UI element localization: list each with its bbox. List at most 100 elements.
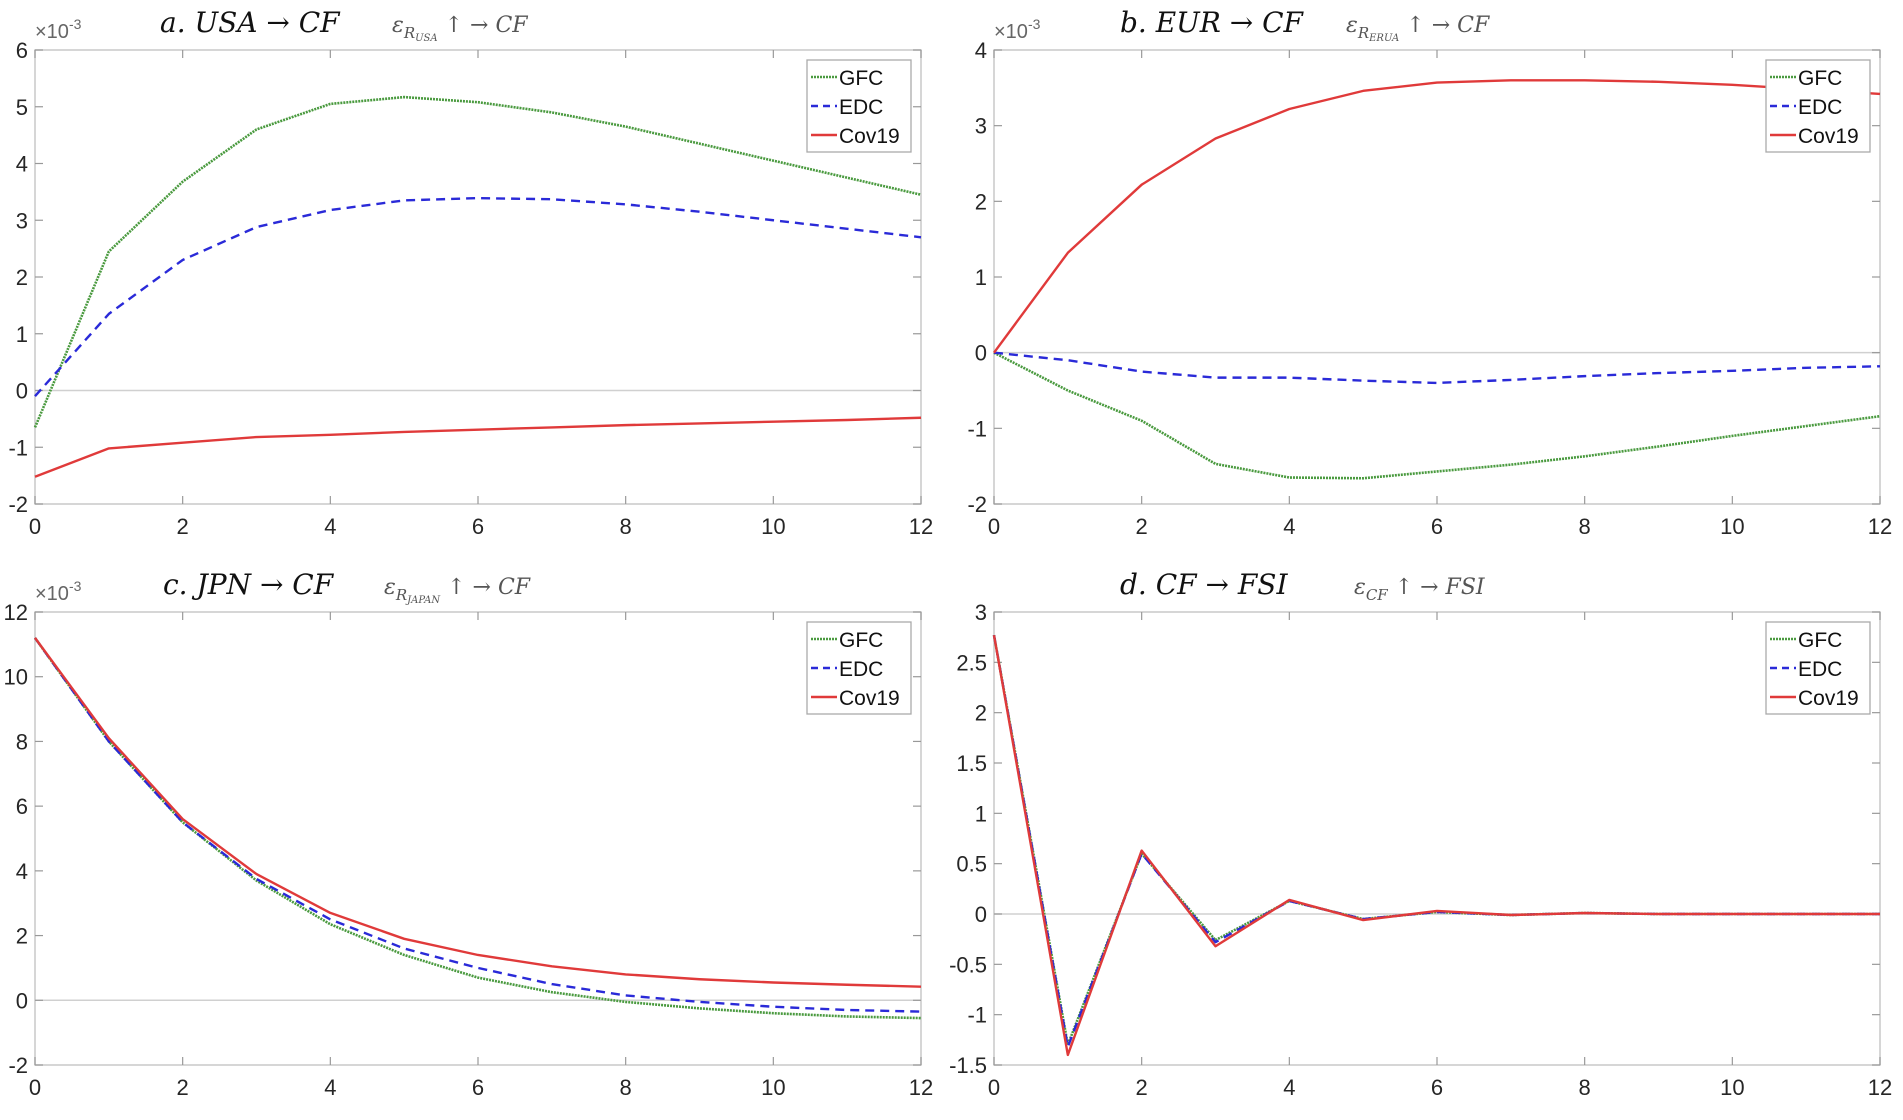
y-tick-label: 3 [16,208,28,233]
x-tick-label: 6 [472,514,484,539]
exponent-power: -3 [1028,16,1041,32]
y-tick-label: 2 [975,189,987,214]
exponent-power: -3 [69,16,82,32]
x-tick-label: 2 [177,1075,189,1100]
x-tick-label: 8 [1579,1075,1591,1100]
x-tick-label: 8 [1579,514,1591,539]
legend-label-edc: EDC [1798,96,1842,119]
x-tick-label: 8 [620,1075,632,1100]
legend: GFC EDC Cov19 [1765,621,1871,715]
x-tick-label: 6 [1431,514,1443,539]
y-tick-label: -2 [8,1053,28,1078]
y-tick-label: -1 [8,435,28,460]
exponent-base: ×10 [35,21,69,43]
x-tick-label: 10 [761,1075,785,1100]
annotation-subsub: ERUA [1368,33,1399,44]
y-tick-label: 1.5 [956,751,987,776]
x-tick-label: 0 [29,1075,41,1100]
legend-label-gfc: GFC [839,629,883,652]
y-tick-label: 2.5 [956,650,987,675]
x-tick-label: 0 [988,1075,1000,1100]
y-tick-label: 1 [975,265,987,290]
legend-label-edc: EDC [839,96,883,119]
shock-annotation: εRUSA ↑ → CF [392,13,528,44]
annotation-rest: ↑ → CF [438,13,529,38]
legend: GFC EDC Cov19 [806,621,912,715]
exponent-base: ×10 [994,21,1028,43]
y-tick-label: 12 [4,600,28,625]
y-tick-label: 0 [16,379,28,404]
y-tick-label: 1 [16,322,28,347]
x-tick-label: 10 [761,514,785,539]
x-tick-label: 4 [324,514,336,539]
legend-label-cov19: Cov19 [839,687,900,710]
shock-annotation: εCF ↑ → FSI [1354,575,1486,604]
x-tick-label: 8 [620,514,632,539]
x-tick-label: 2 [1136,514,1148,539]
legend: GFC EDC Cov19 [1765,59,1871,153]
x-tick-label: 2 [177,514,189,539]
x-tick-label: 12 [909,1075,933,1100]
panel-d: 0 2 4 6 8 10 12 -1.5 -1 -0.5 0 0.5 1 1.5 2 2.5 3 d. CF → … [949,568,1892,1100]
legend-label-cov19: Cov19 [1798,687,1859,710]
annotation-base: ε [392,13,404,38]
y-tick-label: 0 [975,341,987,366]
y-tick-label: 4 [16,152,28,177]
x-tick-label: 6 [472,1075,484,1100]
panel-title: b. EUR → CF [1120,6,1305,39]
y-tick-label: 2 [16,924,28,949]
x-tick-label: 12 [1868,514,1892,539]
y-tick-label: -2 [8,492,28,517]
legend-label-edc: EDC [1798,658,1842,681]
y-tick-label: 3 [975,114,987,139]
y-tick-label: 4 [16,859,28,884]
x-tick-label: 0 [988,514,1000,539]
x-tick-label: 12 [1868,1075,1892,1100]
x-tick-label: 6 [1431,1075,1443,1100]
y-tick-label: 3 [975,600,987,625]
y-tick-label: 10 [4,665,28,690]
y-exponent-label: ×10-3 [35,578,82,605]
y-tick-label: -1 [967,1003,987,1028]
panel-title: d. CF → FSI [1120,568,1288,601]
y-tick-label: 0 [975,902,987,927]
x-tick-label: 10 [1720,514,1744,539]
y-tick-label: 8 [16,729,28,754]
annotation-base: ε [1354,575,1366,600]
legend-label-cov19: Cov19 [839,125,900,148]
shock-annotation: εRJAPAN ↑ → CF [384,575,531,606]
y-tick-label: 6 [16,38,28,63]
y-exponent-label: ×10-3 [994,16,1041,43]
annotation-subsub: USA [415,33,438,44]
x-tick-label: 2 [1136,1075,1148,1100]
annotation-subsub: JAPAN [405,595,441,606]
annotation-rest: ↑ → FSI [1388,575,1486,600]
annotation-base: ε [1346,13,1358,38]
legend-label-gfc: GFC [839,67,883,90]
y-tick-label: 5 [16,95,28,120]
axes-box [34,611,922,1066]
x-tick-label: 4 [1283,1075,1295,1100]
y-tick-label: 4 [975,38,987,63]
annotation-sub: R [1357,24,1369,42]
x-tick-label: 4 [1283,514,1295,539]
y-tick-label: -0.5 [949,952,987,977]
y-tick-label: 0 [16,988,28,1013]
annotation-rest: ↑ → CF [440,575,531,600]
annotation-sub: R [395,586,407,604]
axes-box [993,611,1881,1066]
annotation-rest: ↑ → CF [1399,13,1490,38]
shock-annotation: εRERUA ↑ → CF [1346,13,1490,44]
legend-label-edc: EDC [839,658,883,681]
y-tick-label: -1.5 [949,1053,987,1078]
legend: GFC EDC Cov19 [806,59,912,153]
axes-box [34,49,922,505]
y-tick-label: -1 [967,416,987,441]
y-tick-label: 6 [16,794,28,819]
x-tick-label: 0 [29,514,41,539]
y-tick-label: 2 [975,701,987,726]
panel-title: a. USA → CF [160,6,341,39]
